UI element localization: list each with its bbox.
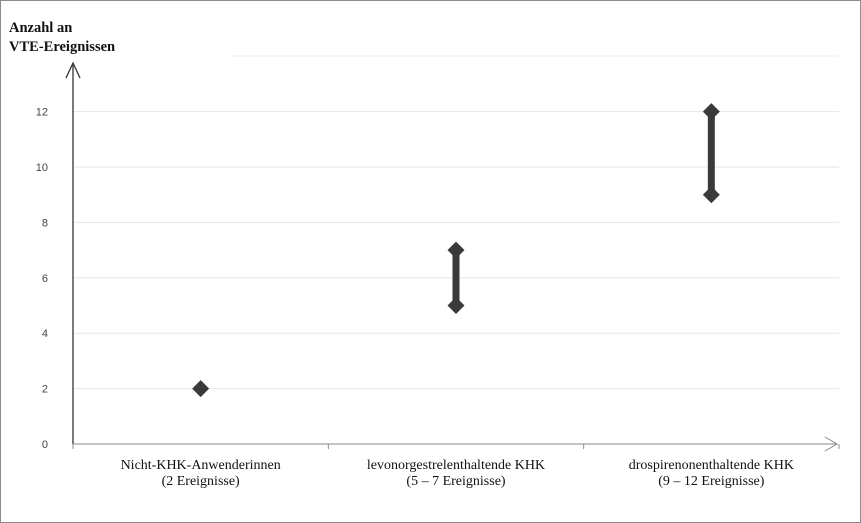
category-label: levonorgestrelenthaltende KHK <box>366 458 546 473</box>
category-label: drospirenonenthaltende KHK <box>628 458 794 473</box>
category-sublabel: (9 – 12 Ereignisse) <box>658 474 765 489</box>
category-label: Nicht-KHK-Anwenderinnen <box>120 458 281 473</box>
y-tick-label: 10 <box>36 162 48 174</box>
category-sublabel: (2 Ereignisse) <box>161 474 240 489</box>
y-tick-label: 8 <box>42 217 48 229</box>
y-axis-label-line1: Anzahl an <box>9 20 73 36</box>
data-marks <box>192 103 720 398</box>
y-axis-label-line2: VTE-Ereignissen <box>9 39 116 55</box>
y-tick-label: 6 <box>42 273 48 285</box>
y-tick-label: 12 <box>36 107 48 119</box>
x-axis-tick-marks <box>72 444 840 449</box>
x-axis-arrow-icon <box>824 436 838 452</box>
value-marker <box>192 380 210 398</box>
y-tick-labels: 0 2 4 6 8 10 12 <box>36 107 48 451</box>
category-sublabel: (5 – 7 Ereignisse) <box>406 474 506 489</box>
range-high-marker <box>702 103 720 121</box>
y-tick-label: 0 <box>42 439 48 451</box>
y-tick-label: 2 <box>42 384 48 396</box>
y-axis-arrow-icon <box>65 61 81 79</box>
range-high-marker <box>447 241 465 259</box>
range-low-marker <box>447 297 465 314</box>
y-tick-label: 4 <box>42 328 48 340</box>
range-low-marker <box>702 186 720 204</box>
